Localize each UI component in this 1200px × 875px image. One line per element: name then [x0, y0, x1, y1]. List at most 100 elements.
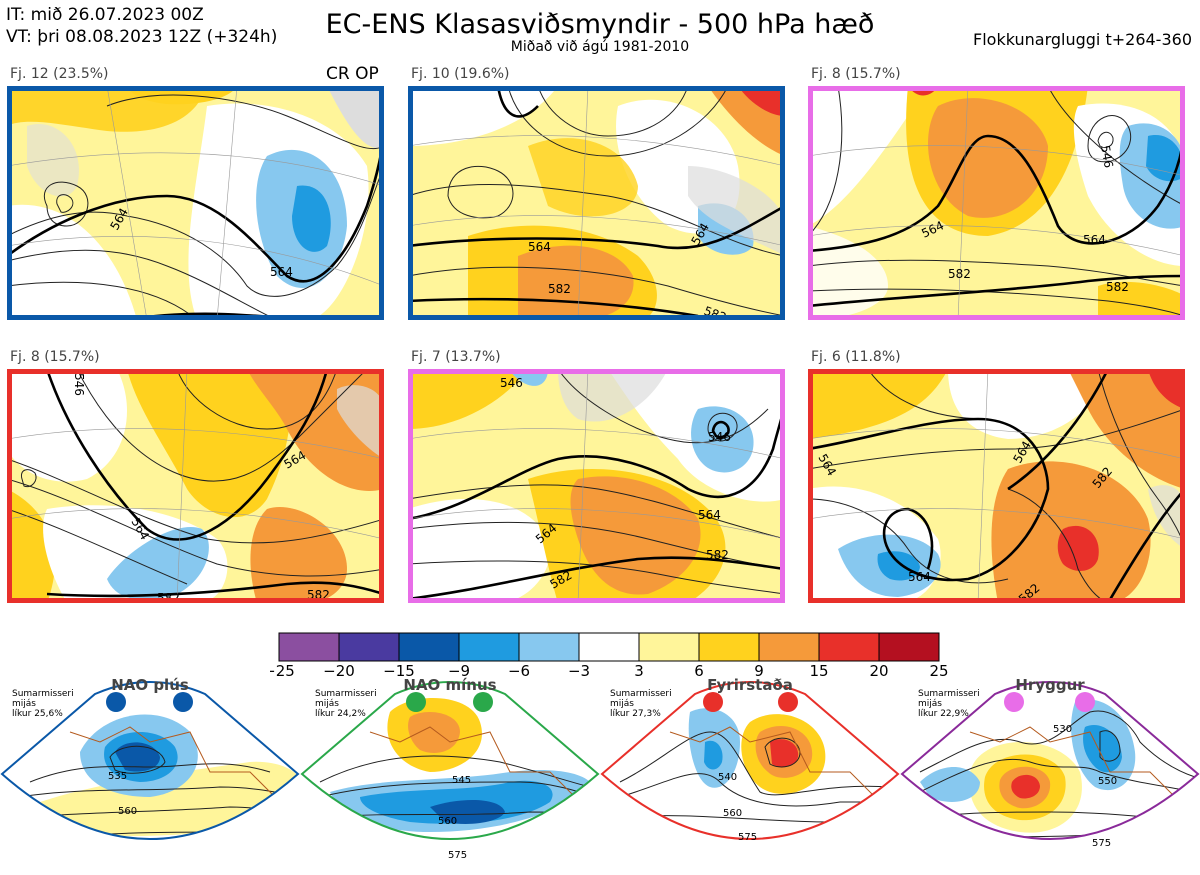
contour-label: 546	[708, 430, 731, 444]
header-info: IT: mið 26.07.2023 00Z VT: þri 08.08.202…	[6, 4, 277, 48]
regime-nao-plus[interactable]: 535 560 NAO plús Sumarmisseri mijás líku…	[0, 672, 300, 871]
regime-name: NAO mínus	[403, 676, 496, 694]
thick-contours	[408, 398, 785, 601]
cluster-6-label: Fj. 6 (11.8%)	[811, 349, 901, 365]
anomaly-blue	[877, 551, 920, 581]
cluster-map-6[interactable]: 564 564 564 582 582	[808, 369, 1185, 603]
contour-label: 582	[548, 282, 571, 296]
colorbar-swatch	[758, 632, 820, 662]
colorbar-label: −20	[323, 662, 355, 680]
colorbar-label: −9	[448, 662, 470, 680]
colorbar-label: 3	[634, 662, 644, 680]
colorbar-label: 25	[929, 662, 948, 680]
cluster-map-4[interactable]: 546 564 564 582 582	[7, 369, 384, 603]
anomaly-neutral	[948, 369, 1108, 439]
panel-frame	[808, 369, 1185, 603]
regime-marker-dot	[1075, 692, 1095, 712]
sector-frame	[300, 681, 600, 840]
cluster-4-label: Fj. 8 (15.7%)	[10, 349, 100, 365]
anomaly-yellow	[808, 369, 948, 439]
regime-marker-dot	[173, 692, 193, 712]
anomaly-red	[1011, 774, 1040, 799]
regime-stat-line: Sumarmisseri	[12, 689, 74, 699]
cluster-map-1[interactable]: 564 564 582	[7, 86, 384, 320]
regime-marker-dot	[778, 692, 798, 712]
anomaly-light-blue	[107, 527, 209, 600]
regime-stat-line: mijás	[610, 699, 634, 709]
anomaly-yellow	[127, 369, 291, 518]
colorbar-label: −25	[270, 662, 295, 680]
coastline	[969, 726, 1181, 803]
regime-ridge[interactable]: 530 550 575 Hryggur Sumarmisseri mijás l…	[900, 672, 1200, 871]
anomaly-blue	[292, 185, 331, 252]
colorbar-swatch	[878, 632, 940, 662]
land-grey	[27, 124, 79, 197]
coastline	[669, 726, 881, 803]
regime-marker-dot	[473, 692, 493, 712]
contour-label: 560	[438, 816, 457, 827]
contour-label: 564	[908, 570, 931, 584]
cluster-map-5[interactable]: 546 546 564 564 582 582	[408, 369, 785, 603]
anomaly-dark-blue	[430, 800, 505, 824]
land-grey	[688, 166, 785, 256]
anomaly-light-blue	[920, 767, 980, 802]
land-grey	[327, 86, 384, 148]
graticule	[408, 369, 785, 603]
panel-frame	[7, 86, 384, 320]
contour-label: 535	[108, 771, 127, 782]
sector-frame	[900, 681, 1200, 840]
contour-label: 546	[1098, 144, 1116, 169]
colorbar-label: −15	[383, 662, 415, 680]
colorbar-swatch	[638, 632, 700, 662]
anomaly-light-blue	[691, 406, 754, 473]
anomaly-orange	[408, 712, 460, 753]
panel-frame	[7, 369, 384, 603]
contour-label: 545	[452, 775, 471, 786]
graticule	[7, 86, 384, 320]
contour-label: 575	[738, 832, 757, 843]
regime-stat-line: líkur 24,2%	[315, 709, 366, 719]
regime-marker-dot	[106, 692, 126, 712]
anomaly-blue	[704, 740, 723, 770]
weather-regimes: 535 560 NAO plús Sumarmisseri mijás líku…	[0, 672, 1200, 871]
panel-frame	[808, 86, 1185, 320]
height-contours	[808, 369, 1185, 603]
height-contours	[7, 369, 384, 585]
regime-marker-dot	[406, 692, 426, 712]
contour-label: 564	[698, 508, 721, 522]
contour-label: 560	[723, 808, 742, 819]
contour-label: 540	[718, 772, 737, 783]
anomaly-light-blue	[1015, 850, 1045, 862]
thick-contours	[808, 115, 1185, 308]
anomaly-red	[1148, 369, 1185, 409]
regime-nao-minus[interactable]: 545 560 575 NAO mínus Sumarmisseri mijás…	[300, 672, 600, 871]
regime-stat-line: mijás	[315, 699, 339, 709]
thick-contours	[45, 369, 384, 598]
contour-label: 582	[706, 548, 729, 562]
anomaly-neutral	[7, 369, 127, 482]
contour-label: 546	[72, 373, 86, 396]
anomaly-neutral	[808, 86, 928, 226]
regime-stat-line: mijás	[12, 699, 36, 709]
cluster-map-2[interactable]: 564 564 582 582	[408, 86, 785, 320]
contour-label: 575	[1092, 838, 1111, 849]
regime-stat-line: líkur 25,6%	[12, 709, 63, 719]
contour-label: 564	[1083, 233, 1106, 247]
regime-stat-line: Sumarmisseri	[315, 689, 377, 699]
graticule	[408, 86, 785, 320]
contour-label: 575	[448, 850, 467, 861]
anomaly-red	[738, 86, 785, 116]
thick-contours	[408, 86, 785, 318]
colorbar-label: 20	[869, 662, 888, 680]
cluster-map-3[interactable]: 546 564 564 582 582	[808, 86, 1185, 320]
contour-label: 550	[1098, 776, 1117, 787]
regime-stat-line: Sumarmisseri	[918, 689, 980, 699]
regime-stat-line: mijás	[918, 699, 942, 709]
graticule	[808, 369, 1185, 603]
page-title: EC-ENS Klasasviðsmyndir - 500 hPa hæð	[325, 9, 875, 40]
colorbar-label: −3	[568, 662, 590, 680]
regime-blocking[interactable]: 540 560 575 Fyrirstaða Sumarmisseri mijá…	[600, 672, 900, 871]
colorbar-swatch	[698, 632, 760, 662]
contour-label: 564	[270, 265, 293, 279]
contour-label: 546	[500, 376, 523, 390]
